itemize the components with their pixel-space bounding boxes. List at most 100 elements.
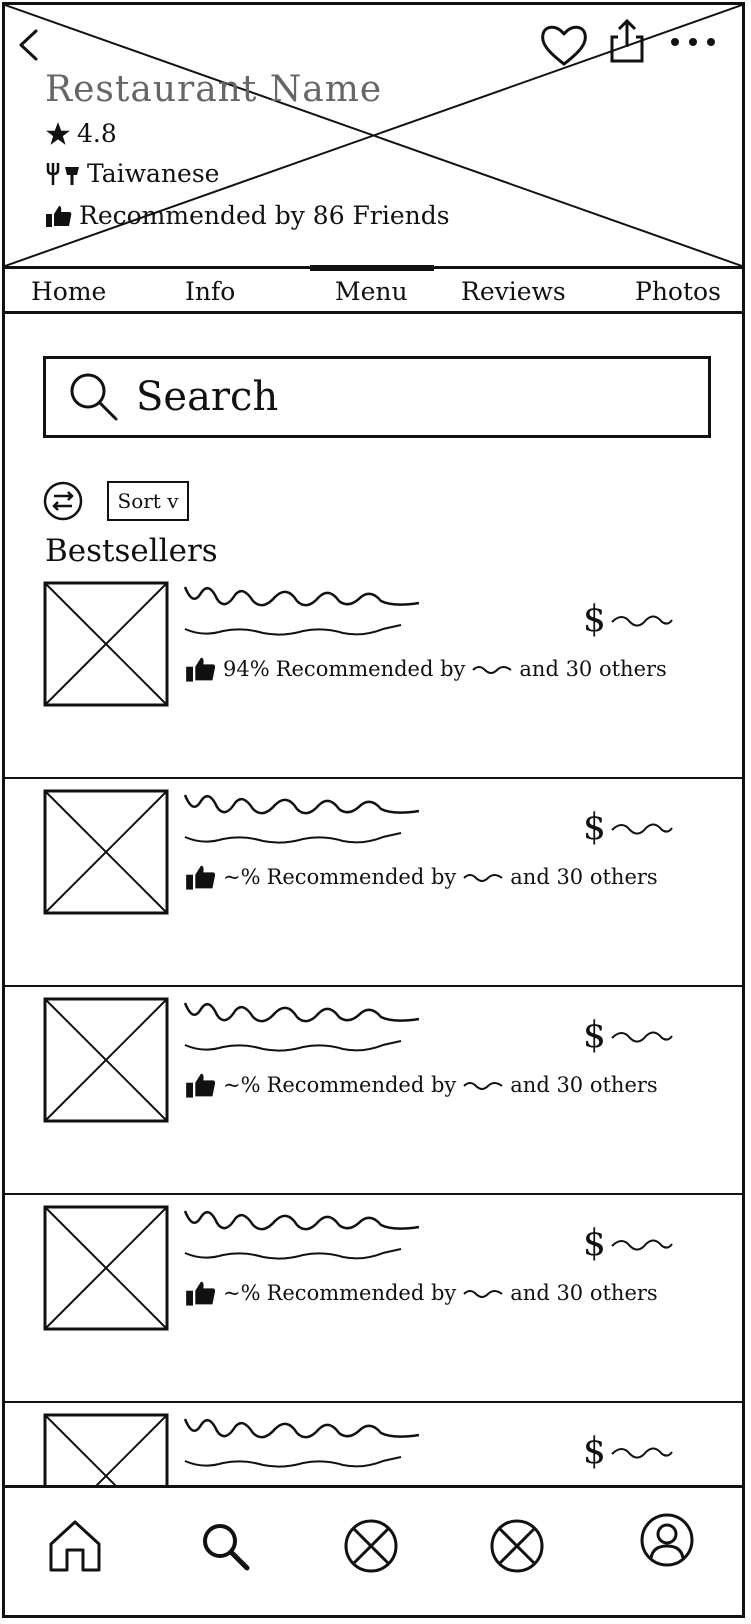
friend-name-scribble: [463, 874, 503, 882]
profile-icon: [640, 1513, 694, 1567]
item-image-placeholder: [43, 1205, 169, 1331]
price-scribble: [611, 1447, 673, 1458]
price-symbol: $: [583, 599, 606, 640]
rating-row: 4.8: [45, 119, 117, 148]
item-recommendation: 94% Recommended by and 30 others: [185, 655, 667, 683]
thumbs-up-icon: [186, 1281, 216, 1306]
item-recommendation: ~% Recommended by and 30 others: [185, 1071, 658, 1099]
item-recommend-percent: ~%: [223, 865, 261, 889]
share-icon: [610, 18, 644, 63]
back-icon: [19, 29, 38, 61]
nav-tab-3-button[interactable]: [341, 1516, 401, 1576]
nav-tab-4-button[interactable]: [487, 1516, 547, 1576]
share-button[interactable]: [605, 15, 651, 67]
menu-item[interactable]: $ 94% Recommended by and 30 others: [5, 571, 742, 779]
item-price: $: [583, 1431, 674, 1472]
item-price: $: [583, 807, 674, 848]
item-description-scribble: [184, 1040, 402, 1052]
item-image-placeholder: [43, 789, 169, 915]
item-recommend-percent: ~%: [223, 1073, 261, 1097]
item-price: $: [583, 1223, 674, 1264]
restaurant-name: Restaurant Name: [45, 69, 383, 110]
price-symbol: $: [583, 1223, 606, 1264]
item-recommended-by: Recommended by: [266, 865, 457, 889]
item-name-scribble: [183, 794, 420, 815]
item-description-scribble: [184, 1248, 402, 1260]
tab-info[interactable]: Info: [185, 277, 236, 306]
item-name-scribble: [183, 1418, 420, 1439]
item-price: $: [583, 1015, 674, 1056]
tab-home[interactable]: Home: [31, 277, 107, 306]
active-tab-indicator: [310, 265, 434, 271]
price-symbol: $: [583, 1431, 606, 1472]
friends-recommendation-row: Recommended by 86 Friends: [45, 201, 450, 230]
price-scribble: [611, 823, 673, 834]
search-icon: [203, 1524, 250, 1571]
tab-reviews[interactable]: Reviews: [461, 277, 566, 306]
nav-profile-button[interactable]: [637, 1510, 697, 1570]
tab-photos[interactable]: Photos: [635, 277, 721, 306]
swap-icon: [43, 481, 83, 521]
search-input[interactable]: [136, 374, 656, 420]
thumbs-up-icon: [186, 657, 216, 682]
friends-recommendation-text: Recommended by 86 Friends: [79, 201, 450, 230]
sort-dropdown[interactable]: Sort v: [107, 481, 189, 521]
back-button[interactable]: [11, 25, 45, 65]
placeholder-icon: [490, 1519, 544, 1573]
bottom-navigation: [5, 1485, 742, 1615]
price-scribble: [611, 1239, 673, 1250]
placeholder-icon: [344, 1519, 398, 1573]
filter-toggle-button[interactable]: [43, 481, 83, 521]
rating-value: 4.8: [77, 119, 117, 148]
favorite-button[interactable]: [538, 21, 590, 69]
search-icon: [70, 373, 118, 421]
item-name-scribble: [183, 586, 420, 607]
utensils-icon: [46, 162, 79, 185]
item-recommendation: ~% Recommended by and 30 others: [185, 1279, 658, 1307]
more-options-button[interactable]: [665, 25, 721, 59]
item-name-scribble: [183, 1210, 420, 1231]
item-recommendation: ~% Recommended by and 30 others: [185, 863, 658, 891]
item-image-placeholder: [43, 997, 169, 1123]
price-scribble: [611, 615, 673, 626]
price-scribble: [611, 1031, 673, 1042]
item-recommend-percent: 94%: [223, 657, 270, 681]
friend-name-scribble: [472, 666, 513, 674]
menu-item[interactable]: $ ~% Recommended by and 30 others: [5, 987, 742, 1195]
item-others: and 30 others: [510, 1073, 658, 1097]
item-recommended-by: Recommended by: [266, 1281, 457, 1305]
hero-image-placeholder: [5, 5, 742, 266]
thumbs-up-icon: [46, 205, 72, 227]
more-icon: [671, 38, 715, 46]
item-description-scribble: [184, 624, 402, 636]
menu-item-list: $ 94% Recommended by and 30 others: [5, 571, 742, 1611]
price-symbol: $: [583, 807, 606, 848]
friend-name-scribble: [463, 1082, 503, 1090]
tab-menu[interactable]: Menu: [335, 277, 408, 306]
menu-search-box[interactable]: [43, 356, 711, 438]
heart-icon: [541, 25, 587, 66]
item-others: and 30 others: [510, 865, 658, 889]
item-recommended-by: Recommended by: [275, 657, 466, 681]
cuisine-label: Taiwanese: [87, 159, 220, 188]
star-icon: [46, 121, 70, 145]
item-others: and 30 others: [510, 1281, 658, 1305]
thumbs-up-icon: [186, 1073, 216, 1098]
nav-home-button[interactable]: [45, 1516, 105, 1576]
section-title: Bestsellers: [45, 533, 218, 569]
restaurant-hero: Restaurant Name 4.8 Taiwanese Recommende…: [5, 5, 742, 269]
item-image-placeholder: [43, 581, 169, 707]
item-name-scribble: [183, 1002, 420, 1023]
price-symbol: $: [583, 1015, 606, 1056]
menu-item[interactable]: $ ~% Recommended by and 30 others: [5, 779, 742, 987]
menu-item[interactable]: $ ~% Recommended by and 30 others: [5, 1195, 742, 1403]
home-icon: [49, 1520, 101, 1572]
friend-name-scribble: [463, 1290, 503, 1298]
item-description-scribble: [184, 832, 402, 844]
cuisine-row: Taiwanese: [45, 159, 219, 188]
item-others: and 30 others: [519, 657, 667, 681]
thumbs-up-icon: [186, 865, 216, 890]
item-recommended-by: Recommended by: [266, 1073, 457, 1097]
nav-search-button[interactable]: [195, 1516, 255, 1576]
